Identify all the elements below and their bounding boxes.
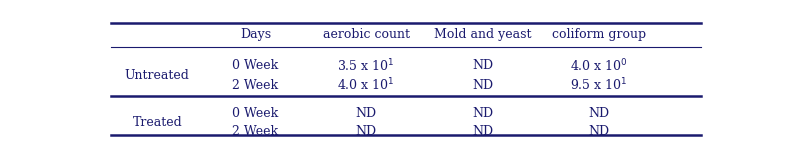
Text: 2 Week: 2 Week bbox=[233, 125, 279, 138]
Text: Untreated: Untreated bbox=[125, 69, 190, 83]
Text: ND: ND bbox=[472, 59, 493, 72]
Text: ND: ND bbox=[472, 125, 493, 138]
Text: 4.0 x 10$^1$: 4.0 x 10$^1$ bbox=[337, 77, 395, 94]
Text: 0 Week: 0 Week bbox=[232, 107, 279, 120]
Text: Days: Days bbox=[240, 28, 271, 41]
Text: ND: ND bbox=[356, 125, 376, 138]
Text: Mold and yeast: Mold and yeast bbox=[434, 28, 531, 41]
Text: ND: ND bbox=[472, 79, 493, 92]
Text: ND: ND bbox=[588, 107, 610, 120]
Text: coliform group: coliform group bbox=[552, 28, 646, 41]
Text: 0 Week: 0 Week bbox=[232, 59, 279, 72]
Text: ND: ND bbox=[588, 125, 610, 138]
Text: 9.5 x 10$^1$: 9.5 x 10$^1$ bbox=[570, 77, 628, 94]
Text: ND: ND bbox=[472, 107, 493, 120]
Text: aerobic count: aerobic count bbox=[322, 28, 409, 41]
Text: 3.5 x 10$^1$: 3.5 x 10$^1$ bbox=[337, 58, 395, 74]
Text: ND: ND bbox=[356, 107, 376, 120]
Text: 4.0 x 10$^0$: 4.0 x 10$^0$ bbox=[570, 58, 628, 74]
Text: Treated: Treated bbox=[132, 116, 182, 129]
Text: 2 Week: 2 Week bbox=[233, 79, 279, 92]
